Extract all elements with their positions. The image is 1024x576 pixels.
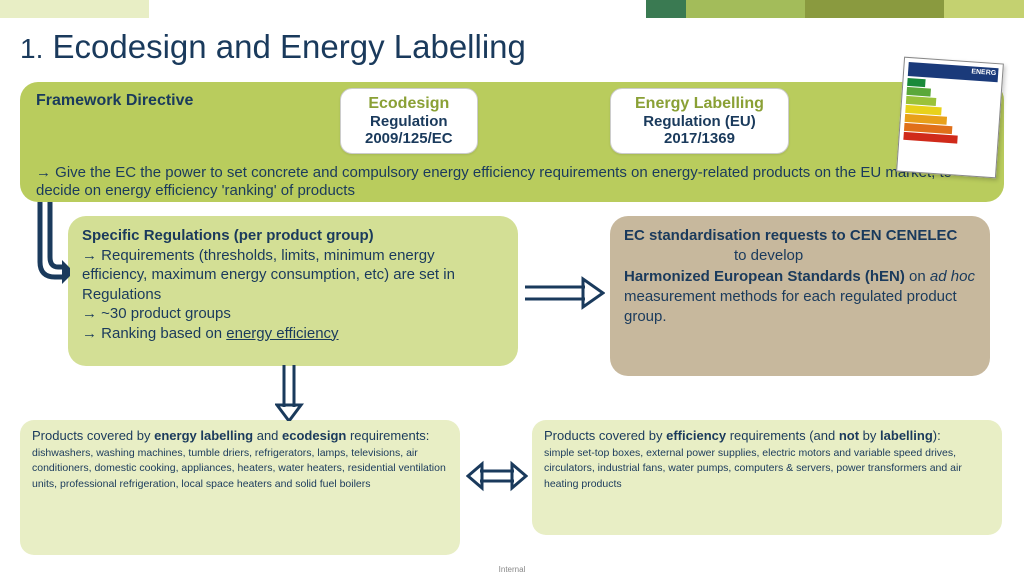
page-title: 1. Ecodesign and Energy Labelling	[20, 28, 526, 66]
standardisation-box: EC standardisation requests to CEN CENEL…	[610, 216, 990, 376]
arrow-framework-to-specific-icon	[30, 202, 70, 292]
arrow-specific-to-standard-icon	[525, 275, 605, 315]
products-efficiency-box: Products covered by efficiency requireme…	[532, 420, 1002, 535]
arrow-specific-to-products-icon	[275, 365, 305, 421]
top-accent-bar	[0, 0, 1024, 18]
energy-labelling-regulation-card: Energy Labelling Regulation (EU) 2017/13…	[610, 88, 789, 154]
framework-description: → Give the EC the power to set concrete …	[36, 164, 988, 200]
energy-label-icon: ENERG	[896, 57, 1004, 179]
specific-regulations-box: Specific Regulations (per product group)…	[68, 216, 518, 366]
arrow-products-bidirectional-icon	[466, 460, 528, 494]
framework-heading: Framework Directive	[36, 92, 988, 110]
products-labelling-box: Products covered by energy labelling and…	[20, 420, 460, 555]
framework-directive-box: Framework Directive → Give the EC the po…	[20, 82, 1004, 202]
ecodesign-regulation-card: Ecodesign Regulation 2009/125/EC	[340, 88, 478, 154]
footer-classification: Internal	[499, 565, 526, 574]
